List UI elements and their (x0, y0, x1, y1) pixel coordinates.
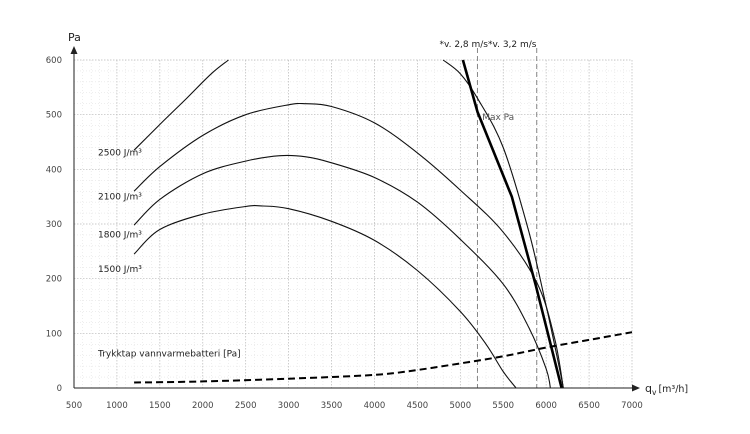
x-tick-label: 4500 (407, 401, 429, 411)
curves (133, 48, 633, 389)
y-tick-label: 600 (46, 56, 62, 66)
curve-label: 2500 J/m³ (98, 149, 142, 159)
x-tick-label: 1500 (149, 401, 171, 411)
grid (74, 59, 633, 388)
x-tick-label: 500 (66, 401, 82, 411)
max-velocity-limit-line (461, 59, 563, 389)
fan-curve (133, 205, 517, 389)
x-axis-label-unit: [m³/h] (658, 384, 688, 395)
x-tick-label: 7000 (621, 401, 643, 411)
curve-label: 1800 J/m³ (98, 231, 142, 241)
x-tick-label: 6500 (578, 401, 600, 411)
y-tick-label: 500 (46, 111, 62, 121)
x-tick-label: 5000 (449, 401, 471, 411)
y-axis-arrow (70, 46, 78, 54)
x-axis-label-sub: v (652, 388, 657, 397)
y-tick-label: 100 (46, 329, 62, 339)
battery-pressure-drop-curve (134, 331, 633, 384)
curve-label: 1500 J/m³ (98, 265, 142, 275)
velocity-label: *v. 2,8 m/s (439, 40, 488, 50)
x-tick-label: 5500 (492, 401, 514, 411)
y-axis-label: Pa (68, 31, 81, 44)
y-tick-label: 400 (46, 165, 62, 175)
x-tick-label: 1000 (106, 401, 128, 411)
x-tick-label: 3000 (278, 401, 300, 411)
y-tick-label: 300 (46, 220, 62, 230)
x-axis-arrow (632, 384, 640, 392)
max-pa-annotation: Max Pa (482, 113, 514, 123)
x-tick-label: 3500 (321, 401, 343, 411)
curve-label: 2100 J/m³ (98, 192, 142, 202)
y-tick-label: 200 (46, 275, 62, 285)
x-tick-label: 4000 (364, 401, 386, 411)
fan-curve (133, 154, 551, 389)
x-tick-label: 6000 (535, 401, 557, 411)
x-tick-label: 2000 (192, 401, 214, 411)
fan-curve (133, 59, 229, 151)
ticks: 500 1000 1500 2000 2500 3000 3500 4000 4500 5000 5… (46, 56, 643, 411)
labels: *v. 2,8 m/s*v. 3,2 m/s 2500 J/m³ 2100 J/m³… (97, 40, 537, 359)
velocity-labels: *v. 2,8 m/s*v. 3,2 m/s (439, 40, 536, 50)
fan-curve (442, 59, 564, 389)
y-tick-label: 0 (57, 384, 62, 394)
x-tick-label: 2500 (235, 401, 257, 411)
velocity-label: *v. 3,2 m/s (488, 40, 537, 50)
x-axis-label: qv [m³/h] (645, 382, 688, 397)
x-axis-label-main: q (645, 382, 652, 395)
curve-label: Trykktap vannvarmebatteri [Pa] (97, 349, 241, 359)
axes: Pa qv [m³/h] (68, 31, 688, 397)
